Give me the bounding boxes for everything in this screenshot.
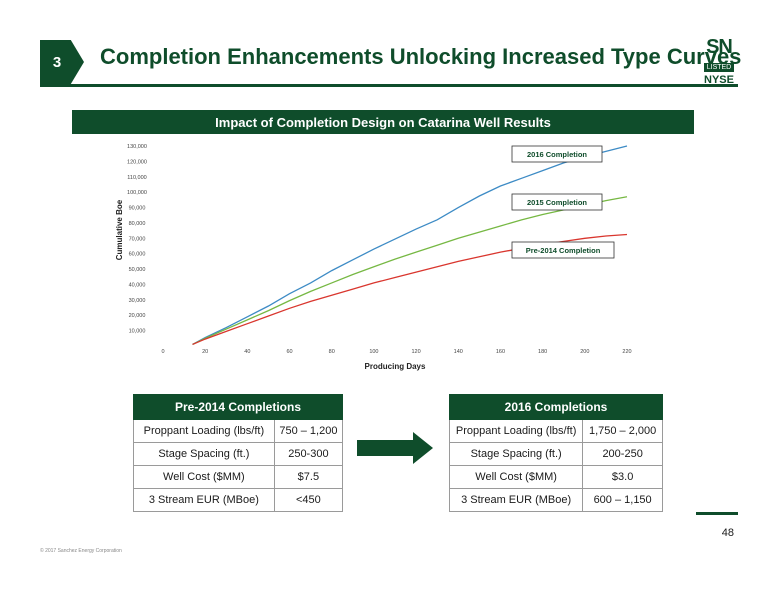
y-tick-label: 70,000 [129, 236, 146, 242]
row-label: Stage Spacing (ft.) [133, 442, 275, 466]
x-tick-label: 160 [496, 349, 505, 355]
pre-2014-completions-table: Pre-2014 Completions Proppant Loading (l… [133, 394, 344, 512]
x-tick-label: 180 [538, 349, 547, 355]
series-line [192, 145, 628, 346]
row-value: 1,750 – 2,000 [582, 419, 663, 443]
y-axis-label: Cumulative Boe [115, 199, 124, 260]
y-tick-label: 20,000 [129, 313, 146, 319]
series-annotation-box [511, 193, 603, 211]
table-row: Stage Spacing (ft.) 250-300 [133, 442, 344, 466]
x-tick-label: 120 [411, 349, 420, 355]
series-line [192, 196, 628, 346]
x-tick-label: 0 [161, 349, 164, 355]
table-row: Well Cost ($MM) $3.0 [448, 465, 663, 489]
table-row: Stage Spacing (ft.) 200-250 [448, 442, 663, 466]
2016-completions-table: 2016 Completions Proppant Loading (lbs/f… [448, 394, 663, 512]
logo-badge: LISTED [703, 63, 735, 72]
copyright-notice: © 2017 Sanchez Energy Corporation [40, 548, 122, 554]
y-tick-label: 100,000 [127, 190, 147, 196]
row-value: 600 – 1,150 [582, 488, 663, 512]
row-label: Proppant Loading (lbs/ft) [133, 419, 275, 443]
x-tick-label: 20 [202, 349, 208, 355]
table-row: Well Cost ($MM) $7.5 [133, 465, 344, 489]
row-value: $3.0 [582, 465, 663, 489]
right-arrow-icon [357, 432, 433, 464]
x-tick-label: 80 [329, 349, 335, 355]
table-row: 3 Stream EUR (MBoe) <450 [133, 488, 344, 512]
row-value: $7.5 [273, 465, 344, 489]
company-logo: SN LISTED NYSE [698, 36, 740, 86]
row-value: 250-300 [273, 442, 344, 466]
row-label: Stage Spacing (ft.) [448, 442, 584, 466]
y-tick-label: 50,000 [129, 267, 146, 273]
series-annotation-label: 2015 Completion [527, 198, 587, 207]
y-tick-label: 80,000 [129, 221, 146, 227]
x-tick-label: 40 [244, 349, 250, 355]
y-tick-label: 120,000 [127, 159, 147, 165]
page-title: Completion Enhancements Unlocking Increa… [100, 44, 742, 69]
x-tick-label: 220 [622, 349, 631, 355]
footer-divider [696, 512, 738, 515]
page-number: 48 [721, 527, 734, 539]
y-tick-label: 40,000 [129, 282, 146, 288]
table-title: Pre-2014 Completions [133, 394, 343, 420]
row-label: 3 Stream EUR (MBoe) [448, 488, 584, 512]
series-annotation-box [511, 241, 615, 259]
y-tick-label: 60,000 [129, 252, 146, 258]
table-row: 3 Stream EUR (MBoe) 600 – 1,150 [448, 488, 663, 512]
row-value: 200-250 [582, 442, 663, 466]
y-tick-label: 10,000 [129, 329, 146, 335]
x-tick-label: 60 [286, 349, 292, 355]
series-annotation-label: 2016 Completion [527, 150, 587, 159]
x-tick-label: 200 [580, 349, 589, 355]
title-divider [40, 84, 738, 87]
y-tick-label: 30,000 [129, 298, 146, 304]
row-label: Proppant Loading (lbs/ft) [448, 419, 584, 443]
row-label: 3 Stream EUR (MBoe) [133, 488, 275, 512]
logo-ticker: SN [706, 36, 733, 58]
series-annotation-box [511, 145, 603, 163]
series-annotation-label: Pre-2014 Completion [526, 246, 601, 255]
row-value: <450 [273, 488, 344, 512]
row-value: 750 – 1,200 [273, 419, 344, 443]
table-row: Proppant Loading (lbs/ft) 750 – 1,200 [133, 419, 344, 443]
logo-exchange: NYSE [704, 74, 734, 86]
y-tick-label: 110,000 [127, 175, 146, 181]
y-tick-label: 90,000 [129, 206, 146, 212]
table-title: 2016 Completions [449, 394, 663, 420]
row-label: Well Cost ($MM) [133, 465, 275, 489]
table-row: Proppant Loading (lbs/ft) 1,750 – 2,000 [448, 419, 663, 443]
x-axis-label: Producing Days [365, 362, 426, 371]
x-tick-label: 100 [369, 349, 378, 355]
row-label: Well Cost ($MM) [448, 465, 584, 489]
chart-title-banner: Impact of Completion Design on Catarina … [72, 110, 694, 134]
y-tick-label: 130,000 [127, 144, 147, 150]
section-number: 3 [52, 53, 62, 71]
x-tick-label: 140 [454, 349, 463, 355]
